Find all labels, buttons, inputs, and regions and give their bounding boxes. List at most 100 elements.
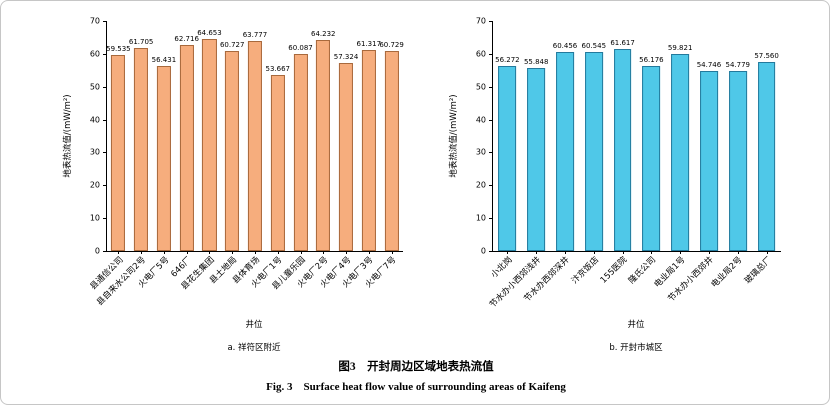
y-tick-label: 0 (94, 246, 100, 256)
bar-value-label: 56.272 (495, 56, 520, 65)
y-tick-label: 70 (475, 16, 486, 26)
bar (134, 48, 149, 251)
y-axis-title: 地表热流值/(mW/m²) (63, 94, 73, 178)
x-tick-mark (593, 251, 595, 254)
bar (316, 39, 331, 251)
x-tick-mark (300, 251, 302, 254)
bar-value-label: 61.317 (356, 39, 382, 48)
y-tick-label: 40 (475, 115, 486, 125)
y-tick-mark (103, 53, 107, 55)
chart-xiangfu-district: 地表热流值/(mW/m²) 0 10 20 30 40 50 60 70 59.535 县通信公司… (9, 1, 414, 354)
chart-subtitle: b. 开封市城区 (609, 343, 663, 353)
y-tick-label: 20 (89, 180, 100, 190)
y-tick-label: 70 (89, 16, 100, 26)
bar-slot: 60.545 汴京饭店 (570, 21, 608, 286)
bar-slot: 61.705 县自来水公司2号 (95, 21, 154, 308)
bar (361, 49, 376, 251)
chart-subtitle: a. 祥符区附近 (227, 343, 281, 353)
bar (247, 41, 263, 251)
bar (498, 66, 517, 251)
bar-slot: 64.653 县花生集团 (179, 21, 222, 293)
y-tick-mark (489, 86, 493, 88)
x-tick-mark (708, 251, 710, 254)
bar-slot: 57.324 火电厂4号 (318, 21, 358, 290)
x-tick-mark (118, 251, 120, 254)
bar (111, 55, 126, 251)
bar-value-label: 59.535 (106, 45, 131, 54)
plot-area: 0 10 20 30 40 50 60 70 59.535 县通信公司 61.705 县自来水公司2号… (88, 17, 404, 308)
x-tick-mark (536, 251, 538, 254)
bar (671, 54, 690, 251)
y-tick-label: 20 (475, 180, 486, 190)
bar-value-label: 63.777 (242, 31, 268, 40)
y-tick-mark (489, 21, 493, 22)
bar-value-label: 54.746 (696, 61, 722, 70)
y-tick-label: 10 (475, 213, 486, 223)
bar-value-label: 59.821 (667, 44, 693, 53)
figure-caption-chinese: 图3 开封周边区域地表热流值 (338, 361, 494, 373)
x-tick-mark (186, 251, 188, 254)
bar-slot: 55.848 节水办小西郊浅井 (488, 21, 551, 311)
bar-value-label: 61.617 (610, 38, 635, 47)
bar-value-label: 64.653 (197, 28, 222, 37)
bar (642, 66, 661, 251)
y-tick-mark (489, 185, 493, 187)
bar (527, 67, 546, 251)
bar-value-label: 60.087 (288, 43, 313, 52)
x-tick-mark (209, 251, 211, 254)
bar-slot: 59.821 电业局1号 (652, 21, 695, 289)
x-tick-label: 汴京饭店 (569, 255, 601, 287)
bar-slot: 60.727 县土地局 (208, 21, 244, 286)
x-tick-mark (323, 251, 325, 254)
bar (700, 71, 718, 251)
y-tick-label: 60 (89, 49, 100, 59)
x-tick-mark (277, 251, 279, 254)
x-tick-mark (368, 251, 370, 254)
bar-slot: 54.746 节水办小西郊井 (667, 21, 724, 304)
x-tick-label: 玻璃总厂 (742, 255, 774, 287)
x-tick-mark (564, 251, 566, 254)
x-tick-mark (507, 251, 509, 254)
bar-value-label: 55.848 (523, 57, 549, 66)
bar (384, 51, 399, 251)
bar-slot: 61.317 火电厂3号 (341, 21, 382, 290)
x-tick-mark (622, 251, 624, 254)
bar-slot: 56.176 隆氏公司 (627, 21, 666, 286)
y-tick-mark (489, 218, 493, 220)
bar-slot: 60.729 火电厂7号 (364, 21, 404, 289)
y-tick-label: 50 (89, 82, 100, 92)
bar-value-label: 61.705 (128, 38, 154, 47)
bar-slot: 64.232 火电厂2号 (295, 21, 335, 290)
bar-slot: 62.716 646厂 (169, 21, 199, 280)
y-tick-mark (103, 86, 107, 88)
bar (613, 48, 632, 251)
bar-slot: 60.087 县儿童乐园 (270, 21, 313, 293)
y-tick-label: 10 (89, 213, 100, 223)
bar-slot: 56.431 火电厂5号 (136, 21, 177, 290)
bar (584, 52, 603, 251)
y-tick-mark (103, 21, 107, 22)
x-tick-mark (141, 251, 143, 254)
bar (179, 44, 194, 251)
x-tick-mark (651, 251, 653, 254)
x-tick-mark (766, 251, 768, 254)
y-tick-mark (489, 53, 493, 55)
bar (156, 65, 171, 251)
bar-value-label: 60.545 (581, 42, 607, 51)
bar (202, 38, 217, 251)
x-tick-label: 小北岗 (489, 255, 515, 281)
y-tick-label: 60 (475, 49, 486, 59)
x-tick-label: 155医院 (599, 255, 630, 286)
chart-kaifeng-urban: 地表热流值/(mW/m²) 0 10 20 30 40 50 60 70 56.272 小北岗 55… (395, 1, 800, 353)
y-tick-label: 30 (475, 147, 486, 157)
bar-value-label: 60.729 (379, 41, 404, 50)
bar-value-label: 57.560 (754, 51, 779, 60)
y-tick-label: 50 (475, 82, 486, 92)
y-tick-mark (103, 218, 107, 220)
x-tick-mark (346, 251, 348, 254)
x-tick-mark (391, 251, 393, 254)
x-tick-mark (737, 251, 739, 254)
bar-slot: 59.535 县通信公司 (88, 21, 131, 292)
bar-value-label: 56.431 (151, 55, 177, 64)
